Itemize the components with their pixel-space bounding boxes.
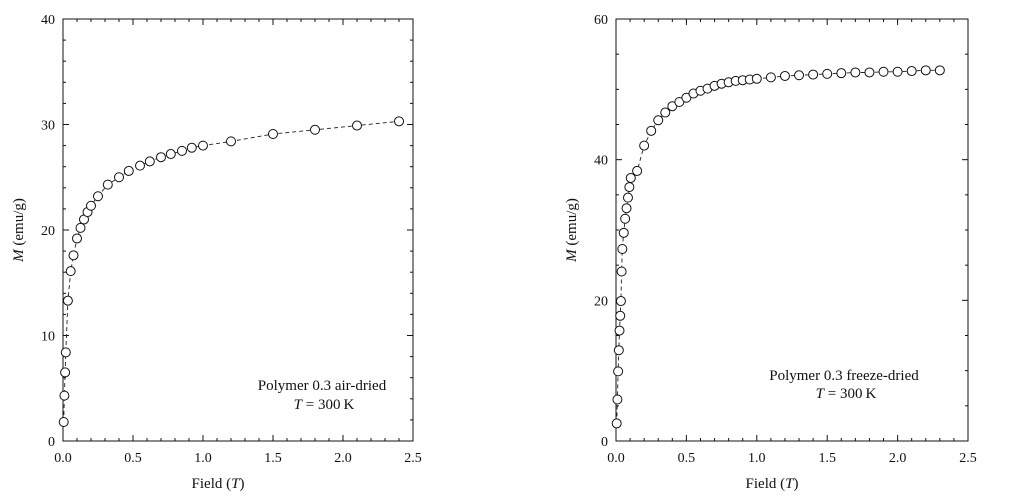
- data-point: [613, 366, 624, 377]
- y-tick-label: 0: [48, 435, 55, 450]
- x-axis-label: Field (T): [192, 476, 245, 492]
- data-point: [102, 179, 113, 190]
- series-line: [63, 120, 400, 423]
- x-tick-label: 0.5: [678, 451, 696, 466]
- data-point: [836, 68, 847, 79]
- data-point: [72, 233, 82, 244]
- data-point: [765, 72, 776, 83]
- y-tick-label: 0: [601, 435, 608, 450]
- data-point: [93, 191, 103, 202]
- x-tick-label: 0.0: [607, 451, 625, 466]
- data-point: [86, 200, 96, 211]
- x-tick-label: 2.5: [959, 451, 977, 466]
- y-tick-label: 60: [594, 13, 608, 28]
- data-point: [616, 266, 627, 277]
- x-tick-label: 2.0: [334, 451, 352, 466]
- x-tick-label: 1.0: [748, 451, 766, 466]
- data-point: [613, 345, 624, 356]
- data-point: [625, 172, 636, 183]
- data-point: [632, 165, 643, 176]
- x-tick-label: 1.5: [264, 451, 282, 466]
- data-point: [114, 172, 124, 183]
- data-point: [618, 227, 629, 238]
- data-point: [186, 142, 197, 153]
- chart-2: 0.0 0.5 1.0 1.5 2.0 2.5 0 20 40 60 Field (T) M (emu…: [564, 13, 977, 492]
- data-point: [920, 65, 931, 76]
- data-point: [310, 124, 320, 135]
- data-point: [123, 165, 134, 176]
- y-tick-label: 40: [594, 154, 608, 169]
- data-point: [615, 310, 626, 321]
- data-point: [611, 418, 622, 429]
- data-point: [68, 250, 79, 261]
- data-point: [156, 152, 166, 163]
- data-point: [135, 160, 145, 171]
- x-tick-label: 0.5: [124, 451, 142, 466]
- x-axis-label: Field (T): [746, 476, 799, 492]
- x-tick-label: 1.0: [194, 451, 212, 466]
- data-point: [198, 140, 208, 151]
- data-point: [660, 107, 671, 118]
- data-point: [906, 66, 917, 77]
- data-point: [751, 73, 762, 84]
- data-point: [58, 417, 69, 428]
- data-point: [614, 325, 625, 336]
- data-point: [226, 136, 236, 147]
- data-point: [646, 125, 657, 136]
- annotation-temperature: T = 300 K: [816, 386, 877, 402]
- data-point: [394, 116, 404, 127]
- annotation-temperature: T = 300 K: [294, 397, 355, 413]
- chart-1: 0.0 0.5 1.0 1.5 2.0 2.5 0 10 20 30 40 Field (T) M (e…: [11, 13, 422, 492]
- data-point: [62, 295, 73, 306]
- y-axis-label: M (emu/g): [11, 198, 27, 263]
- x-tick-label: 0.0: [54, 451, 72, 466]
- data-point: [808, 69, 819, 80]
- data-point: [65, 266, 76, 277]
- data-point: [268, 128, 278, 139]
- data-point: [59, 390, 70, 401]
- data-point: [878, 66, 889, 77]
- data-point: [639, 140, 650, 151]
- data-point: [850, 67, 861, 78]
- annotation-sample: Polymer 0.3 air-dried: [258, 378, 387, 394]
- y-tick-label: 10: [41, 330, 55, 345]
- data-point: [615, 296, 626, 307]
- data-point: [864, 67, 875, 78]
- y-tick-label: 40: [41, 13, 55, 28]
- data-point: [794, 70, 805, 81]
- x-tick-label: 2.0: [889, 451, 907, 466]
- data-point: [934, 65, 945, 76]
- x-tick-label: 2.5: [404, 451, 422, 466]
- data-point: [60, 347, 71, 358]
- data-point: [620, 213, 631, 224]
- y-tick-label: 20: [41, 224, 55, 239]
- data-point: [60, 367, 71, 378]
- data-point: [822, 68, 833, 79]
- data-point: [144, 156, 155, 167]
- data-point: [621, 203, 632, 214]
- data-point: [75, 222, 86, 233]
- data-point: [177, 145, 187, 156]
- annotation-sample: Polymer 0.3 freeze-dried: [769, 368, 919, 384]
- data-point: [892, 66, 903, 77]
- data-point: [779, 70, 790, 81]
- data-point: [653, 115, 664, 126]
- y-axis-label: M (emu/g): [564, 198, 580, 263]
- y-tick-label: 30: [41, 119, 55, 134]
- data-point: [622, 192, 633, 203]
- x-tick-label: 1.5: [818, 451, 836, 466]
- data-point: [612, 394, 623, 405]
- data-point: [352, 120, 362, 131]
- data-point: [165, 149, 176, 160]
- y-tick-label: 20: [594, 294, 608, 309]
- data-point: [617, 243, 628, 254]
- data-point: [624, 182, 635, 193]
